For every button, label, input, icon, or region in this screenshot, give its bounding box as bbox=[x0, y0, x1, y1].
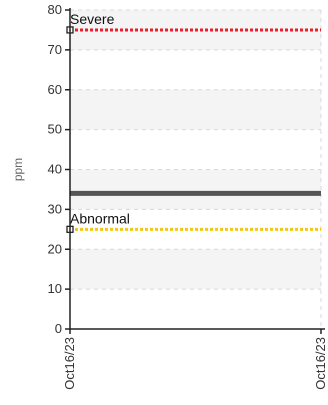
x-tick-label-0: Oct16/23 bbox=[62, 337, 77, 390]
axes bbox=[65, 8, 325, 334]
band-1 bbox=[70, 249, 321, 290]
y-axis-label: ppm bbox=[11, 158, 25, 181]
background-bands bbox=[70, 10, 321, 290]
y-tick-label-3: 30 bbox=[48, 201, 62, 216]
y-tick-label-6: 60 bbox=[48, 82, 62, 97]
threshold-label-severe: Severe bbox=[70, 11, 115, 27]
y-tick-label-2: 20 bbox=[48, 241, 62, 256]
band-5 bbox=[70, 89, 321, 130]
band-3 bbox=[70, 169, 321, 210]
x-tick-labels: Oct16/23 Oct16/23 bbox=[62, 337, 328, 390]
threshold-label-abnormal: Abnormal bbox=[70, 210, 130, 226]
y-tick-label-7: 70 bbox=[48, 42, 62, 57]
y-tick-labels: 0 10 20 30 40 50 60 70 80 bbox=[48, 2, 62, 336]
y-tick-label-0: 0 bbox=[55, 321, 62, 336]
y-tick-label-1: 10 bbox=[48, 281, 62, 296]
y-tick-label-4: 40 bbox=[48, 162, 62, 177]
x-tick-label-1: Oct16/23 bbox=[313, 337, 328, 390]
y-tick-label-8: 80 bbox=[48, 2, 62, 17]
y-tick-label-5: 50 bbox=[48, 122, 62, 137]
